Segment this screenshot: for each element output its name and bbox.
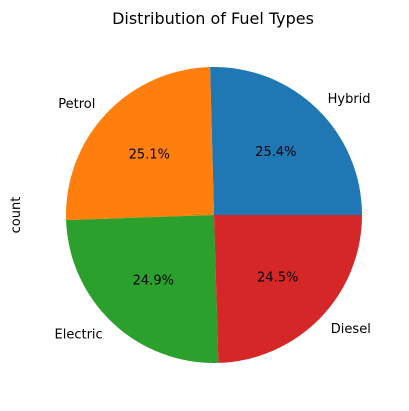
slice-label-electric: Electric	[55, 327, 103, 342]
slice-label-petrol: Petrol	[58, 97, 95, 112]
percent-label-diesel: 24.5%	[257, 270, 298, 285]
pie-slice-petrol	[66, 67, 214, 221]
percent-label-electric: 24.9%	[133, 273, 174, 288]
pie-slices	[66, 66, 362, 363]
y-axis-label: count	[9, 197, 24, 234]
pie-slice-hybrid	[210, 66, 362, 215]
pie-slice-electric	[66, 215, 219, 363]
pie-labels: Hybrid 25.4% Petrol 25.1% Electric 24.9% Diese…	[55, 92, 371, 342]
percent-label-petrol: 25.1%	[129, 148, 170, 163]
pie-slice-diesel	[214, 215, 362, 363]
percent-label-hybrid: 25.4%	[255, 145, 296, 160]
slice-label-diesel: Diesel	[331, 322, 371, 337]
chart-title: Distribution of Fuel Types	[112, 9, 314, 28]
slice-label-hybrid: Hybrid	[328, 92, 371, 107]
